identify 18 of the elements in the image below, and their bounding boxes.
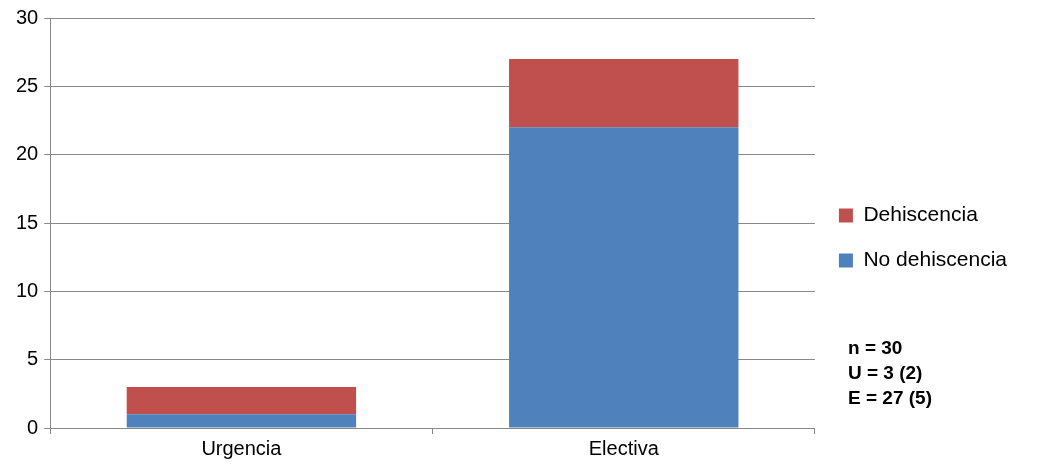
bar [509, 59, 739, 128]
y-tick-label: 0 [27, 415, 39, 438]
y-tick-label: 5 [27, 347, 39, 370]
x-tick-label: Urgencia [201, 436, 283, 459]
bar [126, 414, 357, 428]
y-tick-label: 15 [16, 210, 39, 233]
y-tick-label: 10 [16, 278, 39, 301]
text: n = 30 [848, 336, 904, 360]
text: E = 27 (5) [848, 386, 932, 410]
text: U = 3 (2) [848, 361, 924, 385]
bar [126, 387, 357, 415]
x-tick-label: Electiva [588, 436, 660, 459]
y-tick-label: 25 [16, 73, 39, 96]
bar [509, 127, 739, 428]
y-tick-label: 20 [16, 142, 39, 165]
y-tick-label: 30 [16, 5, 39, 28]
legend-label: No dehiscencia [863, 247, 1008, 271]
legend-label: Dehiscencia [863, 202, 979, 226]
